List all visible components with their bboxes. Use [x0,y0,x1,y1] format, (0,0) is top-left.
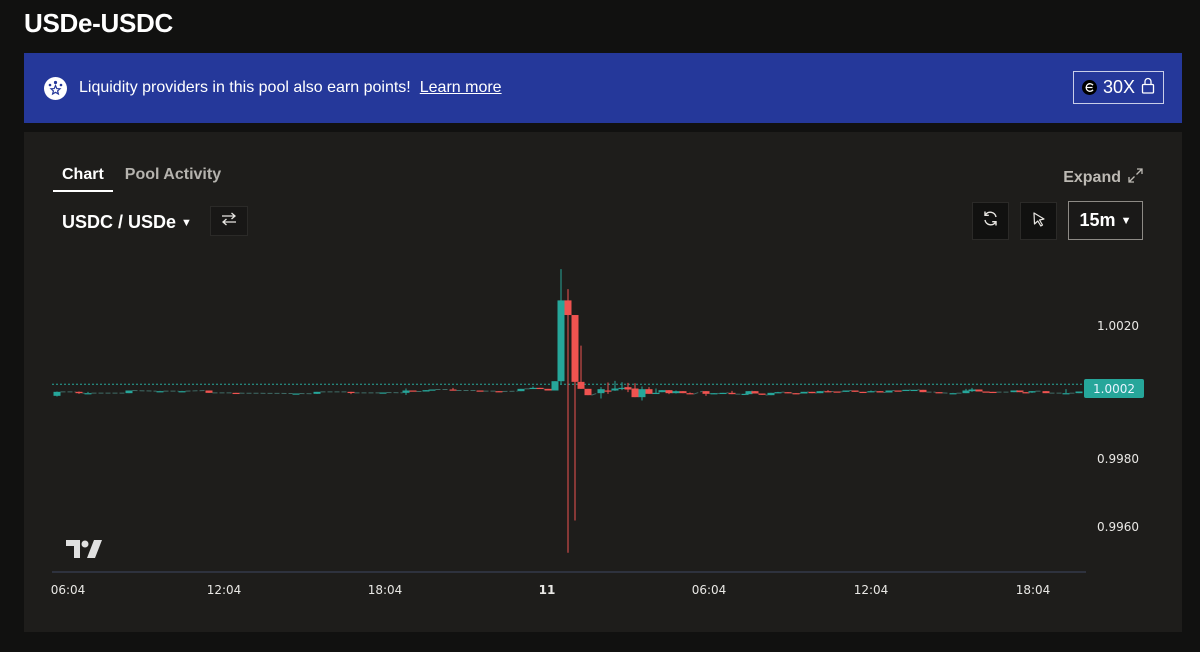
interval-selector[interactable]: 15m ▼ [1068,201,1143,240]
x-tick: 12:04 [853,583,889,597]
page-title: USDe-USDC [24,8,173,38]
y-tick: 0.9960 [1097,520,1139,534]
x-tick: 06:04 [50,583,86,597]
y-tick: 1.0020 [1097,319,1139,333]
x-tick: 11 [538,583,556,597]
cursor-pointer-icon [1031,211,1047,232]
points-banner: Liquidity providers in this pool also ea… [24,53,1182,123]
points-multiplier-badge[interactable]: 30X [1073,71,1164,104]
tab-chart[interactable]: Chart [53,166,113,192]
ethena-coin-icon [1081,80,1097,95]
interval-label: 15m [1079,210,1116,230]
lock-icon [1141,77,1155,99]
pair-selector[interactable]: USDC / USDe ▼ [62,212,192,233]
chart-panel: 1.0020 0.9980 0.9960 1.0002 06:04 12:04 … [24,132,1182,632]
expand-arrows-icon [1127,167,1144,189]
y-tick: 0.9980 [1097,452,1139,466]
refresh-icon [982,210,999,232]
multiplier-label: 30X [1102,77,1136,97]
swap-arrows-icon [221,212,237,231]
cursor-mode-button[interactable] [1020,202,1057,240]
current-price-tag: 1.0002 [1084,379,1144,398]
x-tick: 12:04 [206,583,242,597]
panel-tabs: Chart Pool Activity [53,166,230,192]
pair-label: USDC / USDe [62,212,177,232]
banner-message: Liquidity providers in this pool also ea… [79,79,411,96]
chevron-down-icon: ▼ [181,216,192,229]
learn-more-link[interactable]: Learn more [419,79,502,96]
x-tick: 18:04 [1015,583,1051,597]
expand-label: Expand [1063,169,1121,186]
expand-button[interactable]: Expand [1063,167,1144,189]
tab-pool-activity[interactable]: Pool Activity [124,166,222,183]
x-tick: 06:04 [691,583,727,597]
x-tick: 18:04 [367,583,403,597]
refresh-button[interactable] [972,202,1009,240]
swap-pair-button[interactable] [210,206,248,236]
points-star-icon [44,76,67,100]
chevron-down-icon: ▼ [1120,214,1132,227]
